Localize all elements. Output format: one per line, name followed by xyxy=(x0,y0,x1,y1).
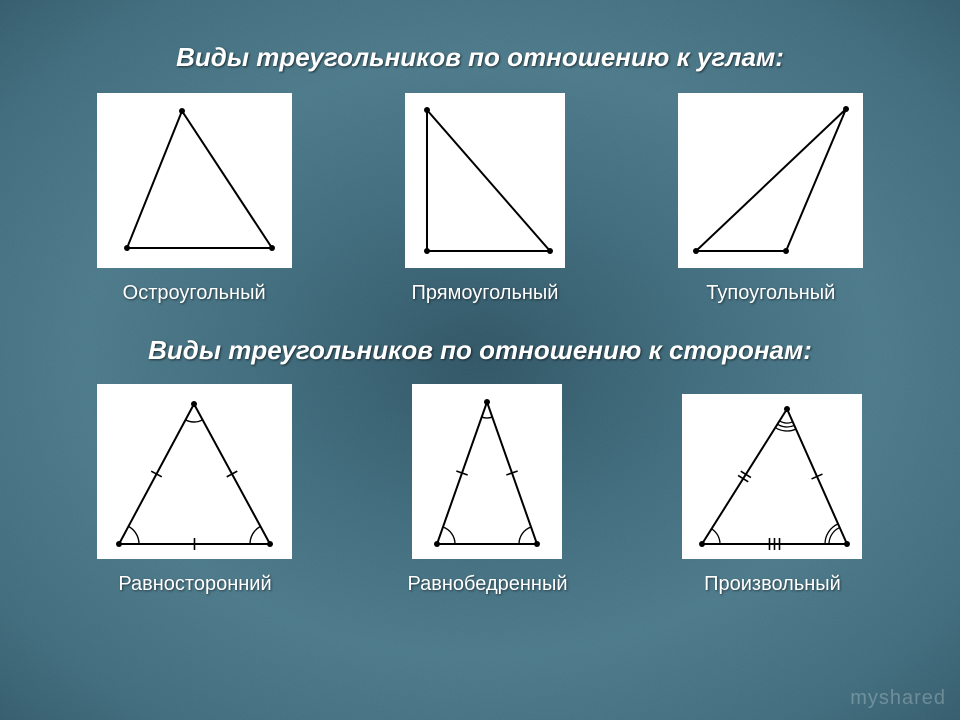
triangle-item: Тупоугольный xyxy=(678,93,863,305)
triangle-tile xyxy=(678,93,863,268)
triangle-item: Равносторонний xyxy=(97,384,292,596)
triangle-tile xyxy=(97,93,292,268)
triangle-item: Равнобедренный xyxy=(407,384,567,596)
watermark-text: myshared xyxy=(850,687,946,710)
triangle-item: Остроугольный xyxy=(97,93,292,305)
heading-by-sides: Виды треугольников по отношению к сторон… xyxy=(0,335,960,366)
triangle-tile xyxy=(412,384,562,559)
triangle-label: Тупоугольный xyxy=(706,282,835,305)
triangle-tile xyxy=(97,384,292,559)
triangle-item: Произвольный xyxy=(682,394,862,596)
slide-content: Виды треугольников по отношению к углам:… xyxy=(0,0,960,720)
triangle-label: Равносторонний xyxy=(118,573,271,596)
triangle-label: Прямоугольный xyxy=(411,282,558,305)
triangle-label: Остроугольный xyxy=(123,282,266,305)
triangle-label: Равнобедренный xyxy=(407,573,567,596)
heading-by-angles: Виды треугольников по отношению к углам: xyxy=(0,42,960,73)
triangle-tile xyxy=(682,394,862,559)
triangle-item: Прямоугольный xyxy=(405,93,565,305)
triangle-tile xyxy=(405,93,565,268)
row-angles: Остроугольный Прямоугольный Тупоугольный xyxy=(0,93,960,305)
triangle-label: Произвольный xyxy=(704,573,841,596)
row-sides: Равносторонний Равнобедренный Произвольный xyxy=(0,384,960,596)
